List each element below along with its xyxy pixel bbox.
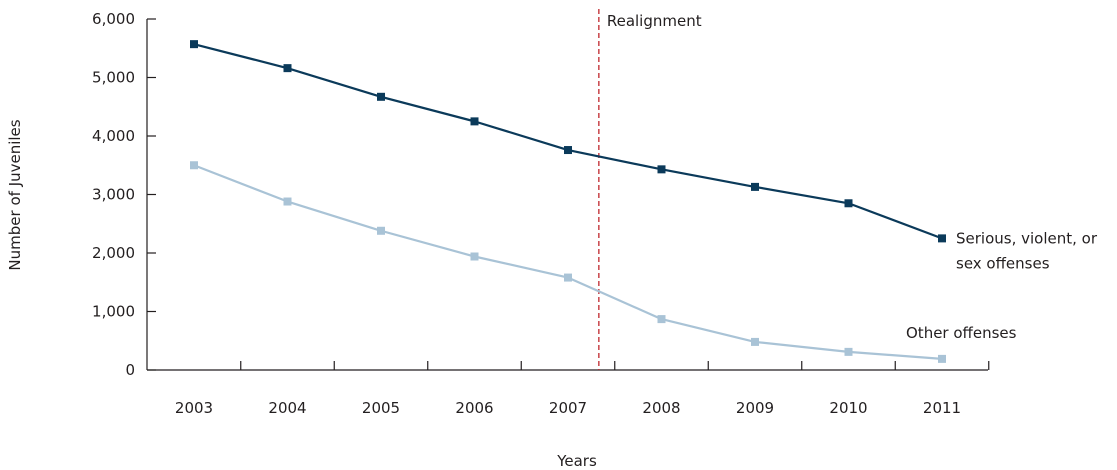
y-tick-label: 2,000 xyxy=(92,244,135,262)
data-point-marker xyxy=(190,40,198,49)
x-tick-label: 2003 xyxy=(175,399,213,417)
x-tick-label: 2005 xyxy=(362,399,400,417)
data-point-marker xyxy=(470,117,479,126)
data-point-marker xyxy=(377,92,385,101)
series-label: Serious, violent, or xyxy=(956,229,1098,247)
series-label: sex offenses xyxy=(956,254,1050,272)
data-point-marker xyxy=(377,226,385,235)
y-tick-label: 5,000 xyxy=(92,69,135,87)
data-point-marker xyxy=(657,165,666,174)
axes xyxy=(146,19,988,371)
y-axis-ticks: 0 1,000 2,000 3,000 4,000 5,000 6,000 xyxy=(92,10,156,379)
y-tick-label: 4,000 xyxy=(92,127,135,145)
data-point-marker xyxy=(470,252,479,261)
annotation-layer: Realignment xyxy=(598,9,702,370)
series-line xyxy=(193,43,943,240)
y-tick-label: 3,000 xyxy=(92,186,135,204)
series-line xyxy=(193,164,943,360)
y-axis-label: Number of Juveniles xyxy=(6,119,24,270)
data-point-marker xyxy=(844,199,853,208)
data-point-marker xyxy=(938,354,946,363)
y-tick-label: 6,000 xyxy=(92,10,135,28)
data-point-marker xyxy=(283,64,292,73)
y-tick-label: 1,000 xyxy=(92,303,135,321)
data-point-marker xyxy=(844,347,853,356)
x-tick-label: 2007 xyxy=(549,399,587,417)
x-tick-label: 2004 xyxy=(268,399,306,417)
data-point-marker xyxy=(751,182,759,191)
data-point-marker xyxy=(564,273,572,282)
data-point-marker xyxy=(751,337,759,346)
series-label: Other offenses xyxy=(906,324,1017,342)
data-point-marker xyxy=(564,146,572,155)
x-tick-label: 2010 xyxy=(829,399,867,417)
y-tick-label: 0 xyxy=(125,361,135,379)
x-tick-label: 2011 xyxy=(923,399,961,417)
x-tick-label: 2009 xyxy=(736,399,774,417)
x-axis-ticks: 2003 2004 2005 2006 2007 2008 2009 2010 2011 xyxy=(175,361,990,417)
x-tick-label: 2008 xyxy=(642,399,680,417)
data-point-marker xyxy=(190,161,198,170)
x-axis-label: Years xyxy=(556,452,597,470)
series-layer: Serious, violent, or sex offenses Other of… xyxy=(190,40,1098,363)
series-1: Serious, violent, or sex offenses xyxy=(190,40,1098,272)
data-point-marker xyxy=(657,315,666,324)
x-tick-label: 2006 xyxy=(455,399,493,417)
series-2: Other offenses xyxy=(190,161,1017,363)
realignment-label: Realignment xyxy=(607,12,702,30)
data-point-marker xyxy=(938,234,946,243)
data-point-marker xyxy=(283,197,292,206)
